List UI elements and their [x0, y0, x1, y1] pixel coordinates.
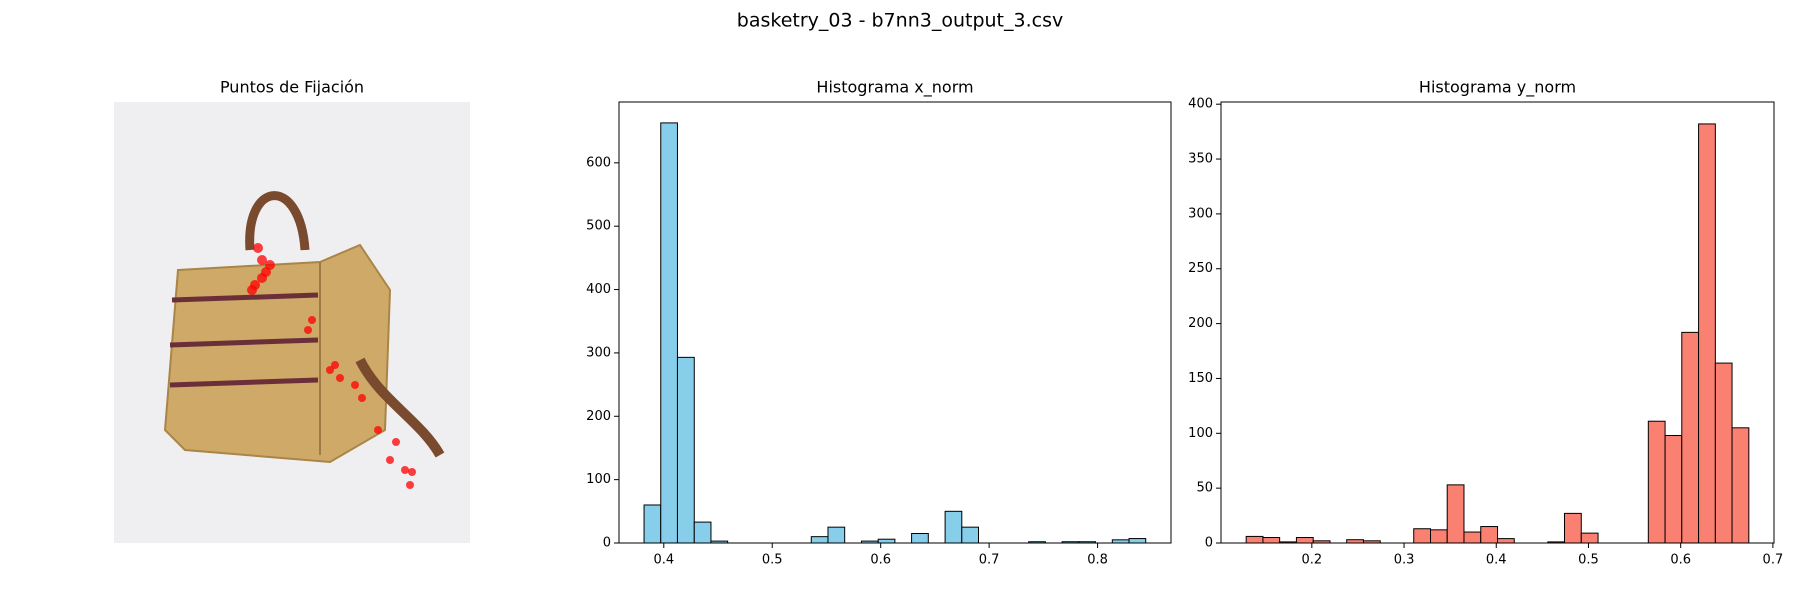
panel-title: Puntos de Fijación	[220, 78, 364, 97]
y-tick-label: 0	[603, 536, 611, 551]
bar	[1563, 512, 1582, 544]
y-tick-label: 600	[586, 155, 611, 170]
bar	[1262, 537, 1281, 544]
x-tick-label: 0.5	[1578, 553, 1599, 568]
bar	[1497, 538, 1515, 544]
bar	[643, 504, 662, 544]
y-tick-label: 300	[1188, 206, 1213, 221]
x-tick-label: 0.4	[1486, 553, 1507, 568]
bar	[1580, 532, 1599, 544]
bar	[1413, 528, 1432, 544]
bar	[827, 526, 846, 544]
x-tick-label: 0.8	[1087, 553, 1108, 568]
bar	[1430, 529, 1448, 544]
bar	[1664, 434, 1683, 544]
bar	[877, 538, 896, 544]
fixation-points	[247, 243, 416, 489]
bar	[1681, 331, 1700, 544]
bar	[1463, 531, 1482, 544]
bar	[1714, 362, 1733, 544]
basket-handle	[245, 191, 310, 251]
bar	[944, 510, 963, 544]
bar	[1128, 538, 1147, 544]
bar	[1647, 420, 1666, 544]
panel-title: Histograma y_norm	[1419, 78, 1576, 98]
x-tick-label: 0.6	[870, 553, 891, 568]
y-tick-label: 350	[1188, 152, 1213, 167]
axes-frame	[1220, 101, 1775, 544]
panel-title: Histograma x_norm	[816, 78, 973, 98]
x-tick-label: 0.5	[762, 553, 783, 568]
x-tick-label: 0.7	[979, 553, 1000, 568]
bar	[676, 356, 695, 544]
bar	[1295, 537, 1314, 544]
bar	[1698, 123, 1716, 544]
bar	[810, 536, 829, 544]
y-tick-label: 400	[1188, 97, 1213, 112]
y-tick-label: 200	[1188, 316, 1213, 331]
bar	[693, 521, 712, 544]
figure-title: basketry_03 - b7nn3_output_3.csv	[737, 10, 1063, 32]
y-tick-label: 400	[586, 282, 611, 297]
x-tick-label: 0.4	[653, 553, 674, 568]
y-tick-label: 150	[1188, 371, 1213, 386]
basket-body	[163, 243, 392, 464]
x-tick-label: 0.6	[1670, 553, 1691, 568]
bar	[1245, 535, 1264, 544]
y-tick-label: 100	[586, 472, 611, 487]
y-tick-label: 300	[586, 345, 611, 360]
x-tick-label: 0.7	[1763, 553, 1784, 568]
bar	[1480, 526, 1499, 544]
bar	[1731, 427, 1750, 544]
bar	[1446, 484, 1465, 544]
y-tick-label: 0	[1205, 536, 1213, 551]
x-tick-label: 0.3	[1394, 553, 1415, 568]
bar	[911, 532, 929, 544]
bar	[660, 122, 678, 544]
basket-stripes	[169, 292, 319, 388]
fixation-image	[114, 102, 470, 543]
bar	[961, 526, 980, 544]
y-tick-label: 100	[1188, 426, 1213, 441]
y-tick-label: 250	[1188, 261, 1213, 276]
y-tick-label: 200	[586, 409, 611, 424]
axes-frame	[618, 101, 1172, 544]
x-tick-label: 0.2	[1301, 553, 1322, 568]
y-tick-label: 500	[586, 219, 611, 234]
y-tick-label: 50	[1196, 481, 1213, 496]
basket-strap	[355, 357, 445, 458]
